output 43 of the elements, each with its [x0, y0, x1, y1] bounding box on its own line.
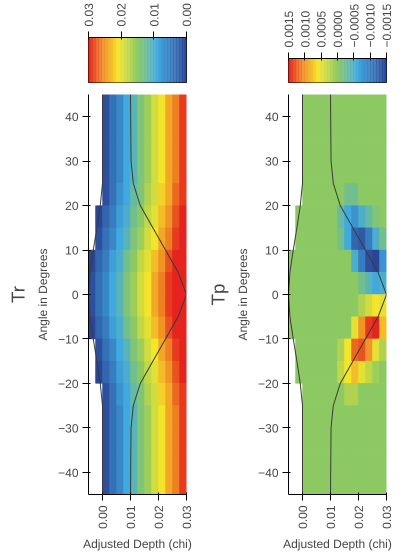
color-bar-label: 0.02: [114, 2, 129, 26]
x-axis-title: Adjusted Depth (chi): [83, 536, 192, 551]
y-tick-label: −20: [58, 376, 79, 391]
x-tick-label: 0.02: [352, 505, 366, 529]
color-bar-label: 0.03: [82, 2, 96, 26]
y-tick-label: 10: [265, 244, 279, 258]
y-tick-label: 30: [265, 154, 279, 169]
x-tick-label: 0.03: [180, 505, 194, 529]
y-tick-label: 40: [65, 110, 79, 124]
x-axis-title: Adjusted Depth (chi): [283, 536, 392, 551]
text: Tp: [208, 284, 228, 306]
y-tick-label: −40: [58, 466, 79, 480]
y-tick-label: 30: [65, 154, 79, 169]
color-bar-label: −0.0015: [380, 3, 394, 48]
y-axis-title: Angle in Degrees: [236, 248, 250, 341]
color-bar-label: 0.01: [147, 2, 162, 26]
y-tick-label: −10: [258, 332, 279, 346]
color-bar-label: 0.0005: [314, 10, 329, 48]
color-bar-label: −0.0005: [347, 3, 362, 48]
y-tick-label: −20: [258, 376, 279, 391]
y-tick-label: 20: [65, 199, 79, 214]
color-bar-label: 0.0015: [282, 10, 296, 48]
y-tick-label: 0: [72, 288, 79, 302]
y-axis-title: Angle in Degrees: [36, 248, 50, 341]
x-tick-label: 0.01: [324, 505, 338, 529]
x-tick-label: 0.00: [96, 505, 110, 529]
y-tick-label: 10: [65, 244, 79, 258]
color-bar-label: 0.0010: [298, 10, 312, 48]
x-tick-label: 0.01: [124, 505, 138, 529]
y-tick-label: 0: [272, 288, 279, 302]
y-tick-label: −40: [258, 466, 279, 480]
text: Tr: [8, 286, 28, 303]
y-tick-label: −10: [58, 332, 79, 346]
color-bar-label: 0.00: [180, 2, 194, 26]
y-tick-label: −30: [258, 421, 279, 436]
y-tick-label: 20: [265, 199, 279, 214]
y-tick-label: −30: [58, 421, 79, 436]
y-tick-label: 40: [265, 110, 279, 124]
color-bar-label: −0.0010: [364, 3, 378, 48]
x-tick-label: 0.02: [152, 505, 166, 529]
x-tick-label: 0.03: [380, 505, 394, 529]
x-tick-label: 0.00: [296, 505, 310, 529]
color-bar-label: 0.0000: [331, 10, 345, 48]
